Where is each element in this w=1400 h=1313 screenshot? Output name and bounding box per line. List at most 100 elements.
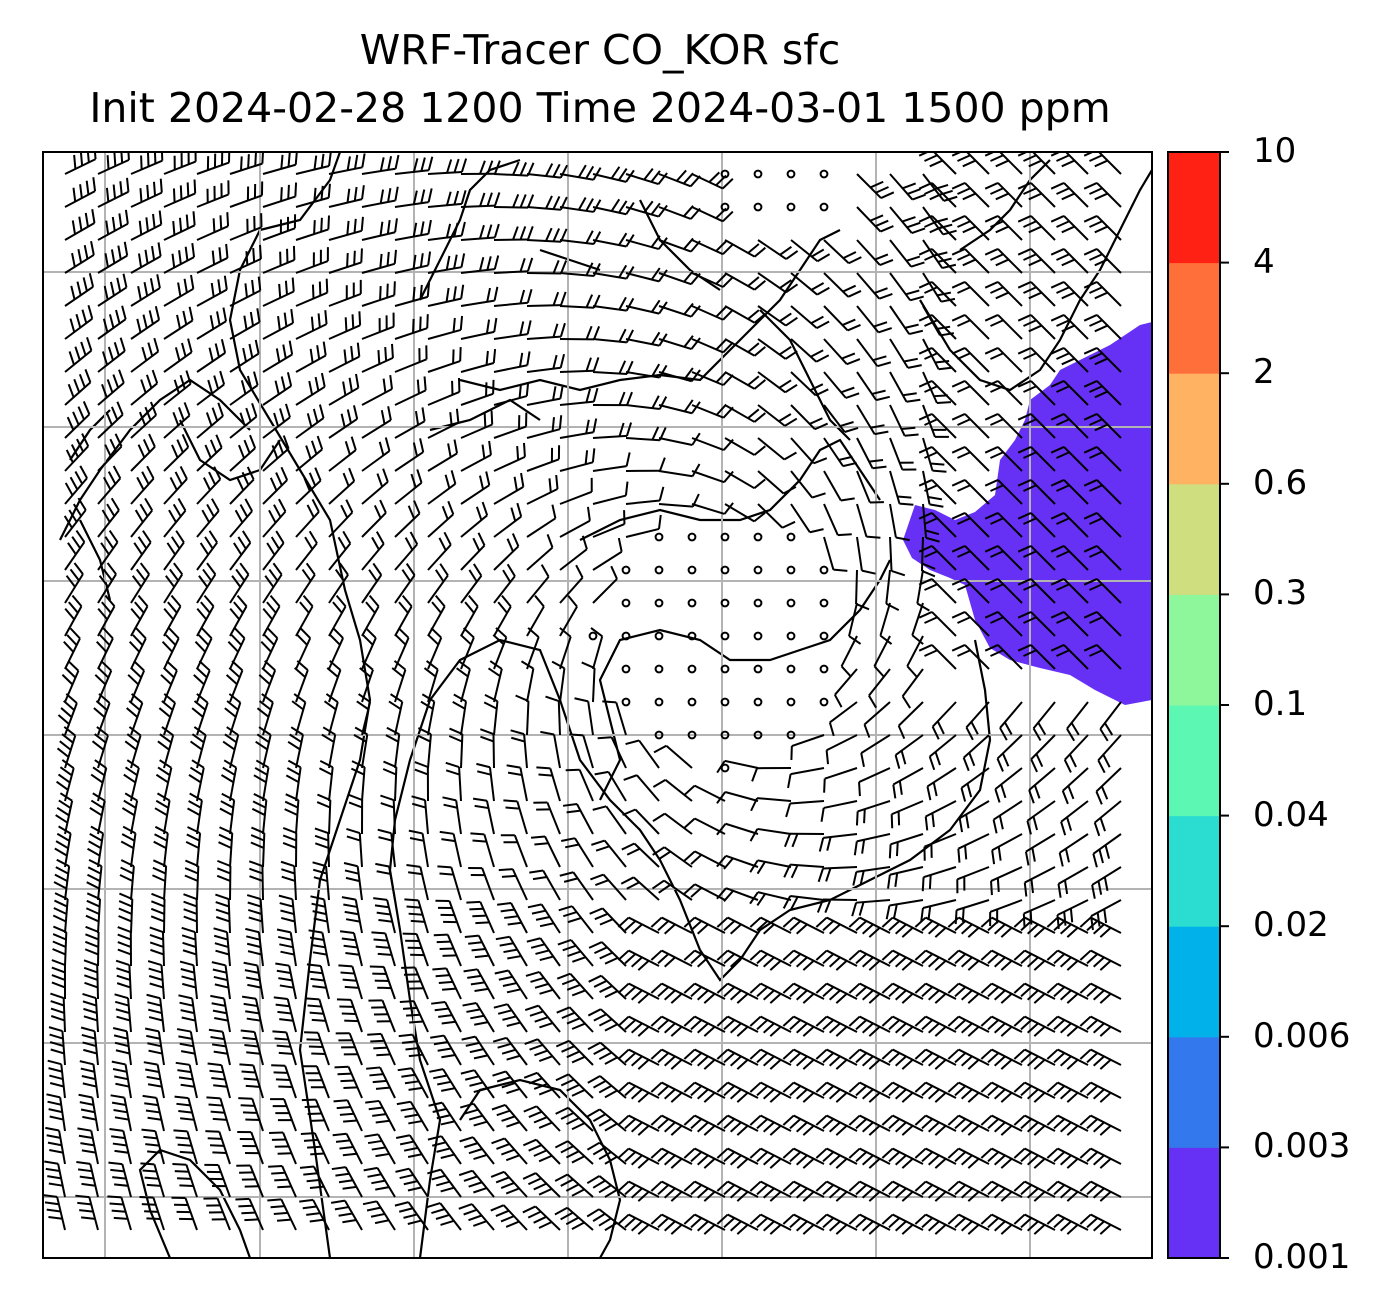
wind-barb-flag	[82, 1041, 97, 1048]
wind-barb-flag	[266, 627, 279, 639]
wind-barb-flag	[885, 905, 891, 920]
wind-barb-flag	[637, 1224, 650, 1235]
wind-barb-flag	[211, 1077, 226, 1081]
wind-barb-flag	[92, 792, 106, 802]
wind-barb-flag	[1092, 956, 1105, 968]
wind-barb-shaft	[931, 248, 957, 274]
wind-barb-flag	[304, 1105, 319, 1109]
wind-barb-flag	[1094, 258, 1108, 267]
wind-barb-flag	[140, 155, 143, 170]
wind-barb-flag	[914, 916, 927, 928]
wind-barb-flag	[1092, 1022, 1105, 1034]
calm-wind-circle	[687, 631, 697, 641]
wind-barb-flag	[475, 921, 490, 925]
wind-barb-flag	[848, 949, 861, 961]
wind-barb-flag	[137, 444, 146, 458]
wind-barb-flag	[1103, 876, 1109, 891]
wind-barb-flag	[690, 1217, 703, 1229]
wind-barb-flag	[246, 1017, 261, 1022]
wind-barb-shaft	[1091, 866, 1122, 886]
wind-barb-flag	[477, 770, 492, 776]
wind-barb-flag	[881, 916, 894, 928]
wind-barb-flag	[987, 953, 1000, 965]
wind-barb-flag	[170, 594, 182, 607]
wind-barb-shaft	[223, 998, 231, 1033]
wind-barb-flag	[1000, 1026, 1013, 1037]
wind-barb-flag	[604, 990, 619, 999]
wind-barb-flag	[990, 286, 1004, 294]
wind-barb-flag	[703, 1059, 716, 1070]
wind-barb-flag	[69, 627, 81, 640]
wind-barb-shaft	[361, 481, 389, 505]
wind-barb-flag	[561, 1045, 575, 1053]
wind-barb-flag	[866, 535, 881, 539]
wind-barb-flag	[352, 405, 359, 420]
wind-barb-flag	[617, 1180, 630, 1192]
wind-barb-shaft	[964, 644, 990, 670]
wind-barb-flag	[404, 1113, 419, 1118]
wind-barb-flag	[905, 289, 920, 296]
wind-barb-shaft	[159, 998, 165, 1033]
wind-barb-flag	[1079, 916, 1092, 928]
wind-barb-flag	[787, 773, 792, 789]
wind-barb-shaft	[196, 865, 200, 901]
wind-barb-flag	[1092, 923, 1105, 935]
wind-barb-shaft	[694, 949, 726, 967]
wind-barb-flag	[918, 314, 933, 322]
wind-barb-flag	[622, 808, 636, 816]
wind-barb-flag	[48, 1182, 63, 1187]
wind-barb-flag	[104, 444, 113, 458]
wind-barb-flag	[51, 959, 66, 966]
wind-barb-shaft	[1092, 833, 1122, 855]
wind-barb-flag	[1023, 352, 1037, 360]
wind-barb-flag	[747, 243, 760, 254]
wind-barb-shaft	[793, 949, 825, 967]
wind-barb-flag	[50, 1007, 65, 1014]
wind-barb-flag	[932, 469, 947, 473]
wind-barb-flag	[406, 864, 421, 868]
wind-barb-shaft	[790, 894, 825, 901]
wind-barb-flag	[271, 1171, 286, 1175]
wind-barb-flag	[927, 1187, 940, 1199]
wind-barb-flag	[174, 347, 181, 362]
wind-barb-flag	[82, 1082, 97, 1088]
wind-barb-shaft	[185, 1164, 198, 1198]
wind-barb-flag	[82, 1000, 97, 1007]
wind-barb-flag	[1046, 949, 1059, 961]
wind-barb-shaft	[64, 254, 95, 274]
wind-barb-flag	[71, 536, 81, 549]
wind-barb-shaft	[526, 668, 535, 703]
wind-barb-shaft	[526, 428, 561, 439]
wind-barb-flag	[91, 740, 105, 751]
wind-barb-flag	[957, 616, 971, 624]
wind-barb-flag	[1013, 949, 1026, 961]
wind-barb-shaft	[920, 536, 924, 572]
wind-barb-shaft	[163, 866, 168, 901]
wind-barb-flag	[853, 841, 858, 856]
wind-barb-flag	[346, 253, 349, 268]
wind-barb-flag	[643, 167, 654, 181]
wind-barb-flag	[1099, 1158, 1112, 1169]
wind-barb-flag	[984, 479, 999, 487]
wind-barb-flag	[1050, 248, 1065, 256]
wind-barb-flag	[618, 200, 628, 214]
wind-barb-shaft	[295, 417, 325, 439]
wind-barb-flag	[248, 343, 254, 358]
wind-barb-flag	[120, 152, 124, 164]
wind-barb-flag	[460, 190, 467, 205]
wind-barb-flag	[703, 1224, 716, 1235]
wind-barb-flag	[479, 160, 486, 175]
wind-barb-shaft	[503, 1171, 528, 1198]
wind-barb-flag	[161, 726, 174, 737]
wind-barb-shaft	[394, 420, 426, 439]
wind-barb-flag	[930, 462, 945, 466]
wind-barb-shaft	[130, 637, 147, 670]
wind-barb-flag	[618, 328, 627, 343]
wind-barb-flag	[353, 733, 367, 743]
wind-barb-flag	[87, 304, 94, 319]
wind-barb-flag	[262, 608, 274, 621]
wind-barb-shaft	[958, 1081, 990, 1099]
wind-barb-flag	[148, 1008, 163, 1015]
wind-barb-flag	[313, 220, 316, 235]
wind-barb-flag	[703, 1191, 716, 1202]
